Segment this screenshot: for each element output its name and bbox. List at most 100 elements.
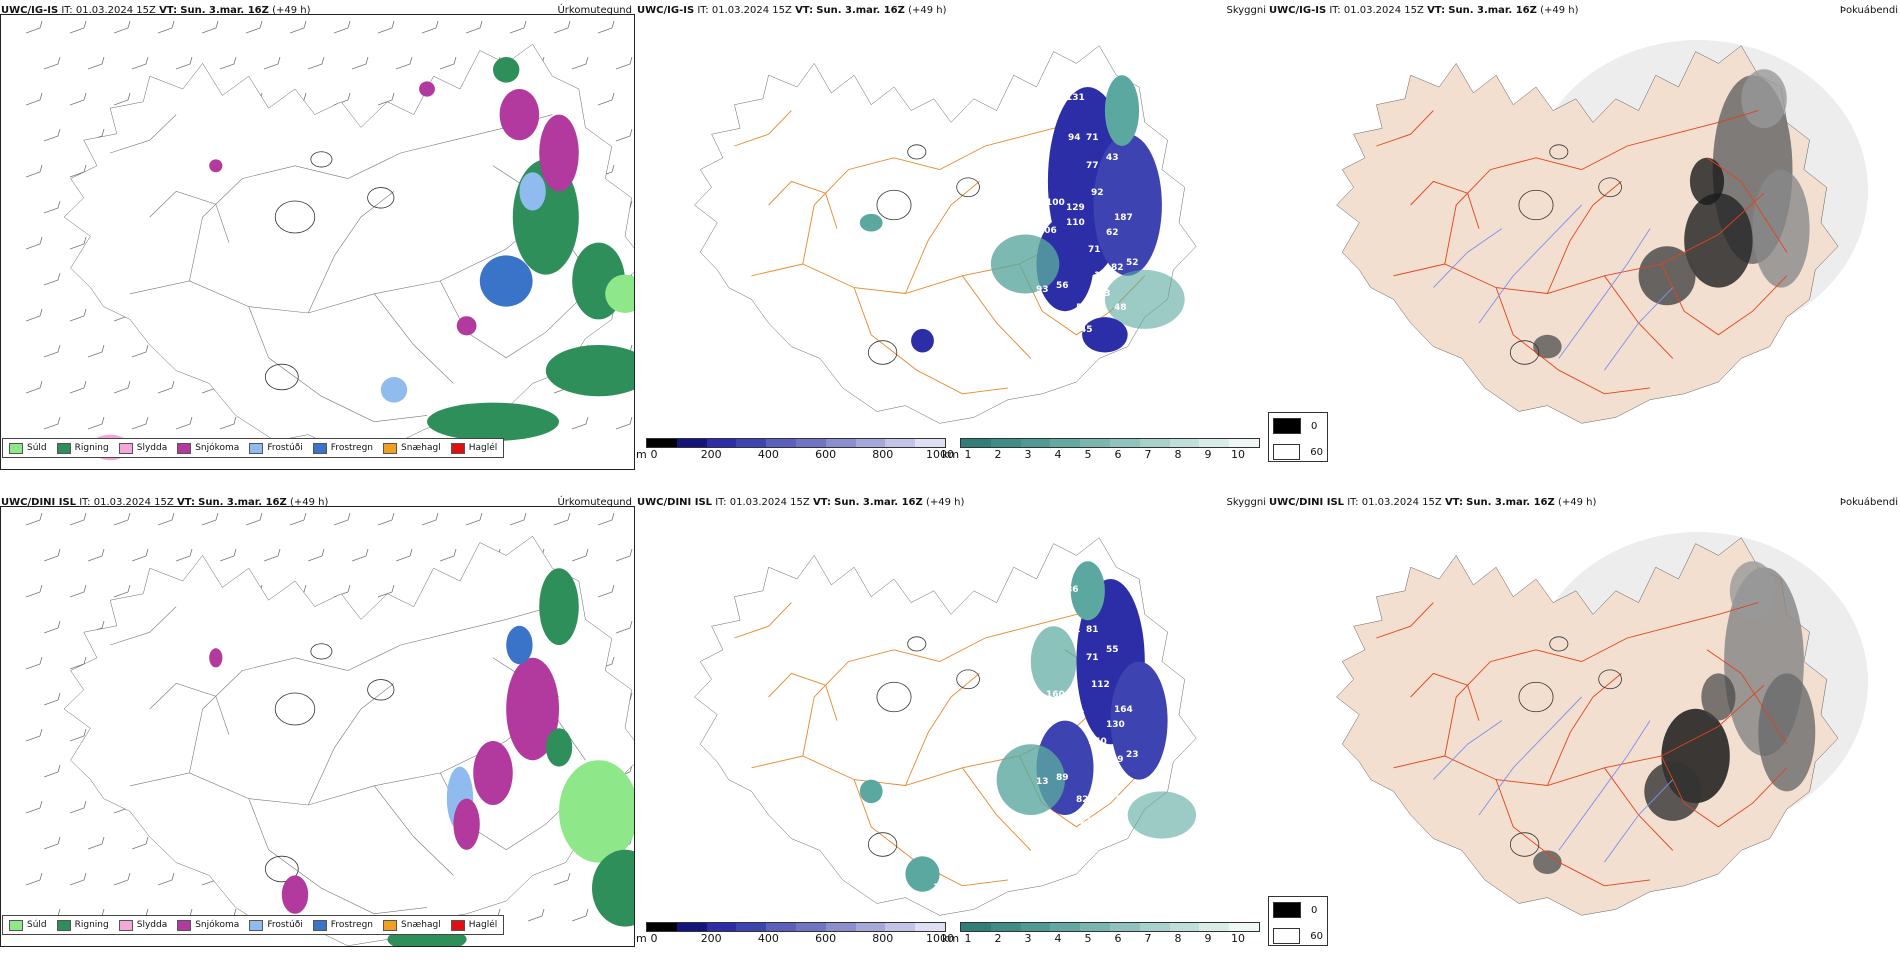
init-time: IT: 01.03.2024 15Z: [61, 5, 156, 16]
ceiling-tick: 800: [872, 932, 894, 945]
lead-time: (+49 h): [908, 5, 947, 16]
precip-product-title: Úrkomutegund: [557, 5, 632, 16]
visibility-unit: km: [942, 448, 960, 461]
visibility-tick: 2: [994, 448, 1002, 461]
colorbar-step: [885, 923, 916, 931]
fog-index-map: [1268, 40, 1868, 440]
colorbar-step: [676, 923, 707, 931]
valid-time: Sun. 3.mar. 16Z: [198, 497, 287, 508]
legend-item: Frostregn: [312, 919, 373, 931]
legend-item: Frostúði: [249, 442, 303, 454]
ceiling-value: 62: [1106, 228, 1119, 238]
colorbar-step: [990, 923, 1021, 931]
legend-item: Slydda: [118, 919, 168, 931]
colorbar-step: [1199, 439, 1230, 447]
colorbar-step: [961, 923, 991, 931]
ceiling-value: 71: [1086, 133, 1099, 143]
colorbar-step: [1080, 923, 1110, 931]
legend-label: Frostregn: [330, 443, 374, 453]
ceiling-tick: 600: [815, 448, 837, 461]
ceiling-value: 94: [1068, 133, 1081, 143]
ceiling-colorbar: [646, 438, 946, 448]
legend-label: Snæhagl: [401, 920, 441, 930]
fog-product-title: Þokuábendi: [1839, 5, 1898, 16]
valid-time: Sun. 3.mar. 16Z: [1466, 497, 1555, 508]
legend-label: Haglél: [468, 443, 498, 453]
colorbar-step: [706, 439, 737, 447]
legend-label: Rigning: [74, 920, 109, 930]
precip-type-panel: UWC/DINI ISL IT: 01.03.2024 15Z VT: Sun.…: [0, 492, 636, 947]
fog-index-panel: UWC/IG-IS IT: 01.03.2024 15Z VT: Sun. 3.…: [1268, 0, 1900, 470]
ceiling-ticks: 0 200 400 600 800 1000: [646, 448, 955, 462]
ceiling-value: 77: [1086, 161, 1099, 171]
fog-legend-label: 60: [1310, 930, 1323, 942]
ceiling-tick: 0: [650, 448, 658, 461]
visibility-panel: UWC/DINI ISL IT: 01.03.2024 15Z VT: Sun.…: [636, 492, 1268, 962]
legend-item: Frostúði: [249, 919, 303, 931]
ceiling-unit: m: [636, 448, 647, 461]
colorbar-step: [1199, 923, 1230, 931]
ceiling-value: 23: [1126, 750, 1139, 760]
ceiling-tick: 1000: [926, 932, 954, 945]
valid-label: VT:: [812, 497, 831, 508]
lead-time: (+49 h): [1540, 5, 1579, 16]
visibility-tick: 2: [994, 932, 1002, 945]
legend-swatch: [56, 919, 71, 931]
valid-label: VT:: [795, 5, 814, 16]
visibility-ticks: 1 2 3 4 5 6 7 8 9 10: [960, 448, 1260, 462]
ceiling-ticks: 0 200 400 600 800 1000: [646, 932, 955, 946]
visibility-panel: UWC/IG-IS IT: 01.03.2024 15Z VT: Sun. 3.…: [636, 0, 1268, 470]
valid-time: Sun. 3.mar. 16Z: [180, 5, 269, 16]
fog-legend-row: 0: [1269, 897, 1327, 923]
visibility-tick: 7: [1144, 932, 1152, 945]
precip-panel-title: UWC/IG-IS IT: 01.03.2024 15Z VT: Sun. 3.…: [1, 5, 311, 16]
fog-legend-row: 0: [1269, 413, 1327, 439]
ceiling-value: 187: [1114, 213, 1133, 223]
precip-type-legend: Súld Rigning Slydda Snjókoma Frostúði Frostre…: [2, 915, 505, 935]
legend-item: Snjókoma: [177, 442, 239, 454]
colorbar-step: [766, 923, 796, 931]
visibility-tick: 5: [1084, 932, 1092, 945]
ceiling-value: 106: [1038, 226, 1057, 236]
fog-legend-label: 60: [1310, 446, 1323, 458]
visibility-tick: 5: [1084, 448, 1092, 461]
model-name: UWC/DINI ISL: [1, 497, 77, 508]
legend-swatch: [450, 919, 465, 931]
visibility-tick: 10: [1231, 932, 1245, 945]
colorbar-step: [736, 439, 767, 447]
legend-swatch: [9, 442, 23, 454]
legend-label: Slydda: [136, 920, 168, 930]
ceiling-value: 73: [1114, 795, 1127, 805]
ceiling-unit: m: [636, 932, 647, 945]
init-time: IT: 01.03.2024 15Z: [79, 497, 174, 508]
model-name: UWC/IG-IS: [637, 5, 695, 16]
fog-index-map: [1268, 532, 1868, 932]
fog-panel-title: UWC/DINI ISL IT: 01.03.2024 15Z VT: Sun.…: [1269, 497, 1596, 508]
ceiling-value: 86: [1066, 585, 1079, 595]
ceiling-value: 160: [1046, 690, 1065, 700]
visibility-tick: 6: [1114, 932, 1122, 945]
legend-swatch: [249, 919, 264, 931]
ceiling-value: 92: [1091, 188, 1104, 198]
lead-time: (+49 h): [925, 497, 965, 508]
fog-legend-swatch: [1273, 902, 1301, 918]
colorbar-step: [1229, 923, 1259, 931]
legend-label: Súld: [27, 920, 47, 930]
ceiling-value: 54: [1076, 303, 1089, 313]
fog-legend-swatch: [1273, 418, 1301, 434]
visibility-tick: 1: [964, 448, 972, 461]
precip-type-panel: UWC/IG-IS IT: 01.03.2024 15Z VT: Sun. 3.…: [0, 0, 636, 470]
fog-product-title: Þokuábendi: [1839, 497, 1898, 508]
visibility-product-title: Skyggni: [1226, 5, 1266, 16]
ceiling-value: 21: [976, 705, 989, 715]
legend-swatch: [383, 442, 398, 454]
valid-time: Sun. 3.mar. 16Z: [834, 497, 923, 508]
visibility-tick: 4: [1054, 932, 1062, 945]
legend-label: Súld: [27, 443, 47, 453]
ceiling-value: 81: [1086, 625, 1099, 635]
ceiling-value: 13: [1036, 777, 1049, 787]
legend-swatch: [56, 442, 71, 454]
ceiling-value: 32: [1041, 820, 1054, 830]
lead-time: (+49 h): [289, 497, 329, 508]
